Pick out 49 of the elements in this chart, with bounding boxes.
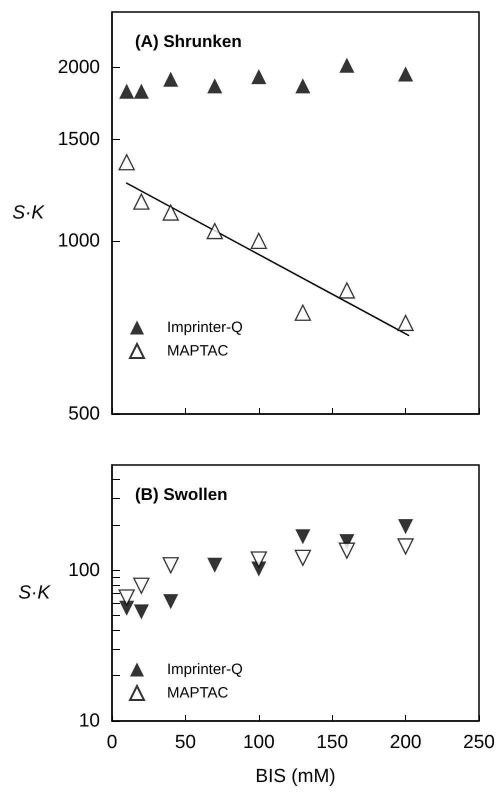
point	[250, 232, 267, 250]
legend-label: Imprinter-Q	[167, 319, 243, 336]
point	[163, 72, 178, 87]
point	[118, 589, 135, 606]
point	[338, 542, 356, 559]
y-tick-label: 1000	[58, 230, 100, 252]
point	[251, 69, 266, 84]
y-tick-label: 2000	[58, 57, 100, 78]
legend-label: Imprinter-Q	[167, 661, 243, 678]
point	[398, 519, 414, 534]
x-tick-label: 100	[242, 732, 275, 753]
y-axis-title: S·K	[18, 582, 52, 604]
x-tick-label: 200	[390, 732, 422, 753]
x-tick-label: 150	[316, 732, 348, 753]
point	[250, 551, 267, 568]
y-tick-label: 1500	[58, 129, 100, 150]
text: (A) Shrunken	[135, 32, 242, 51]
point	[119, 84, 134, 99]
point	[134, 84, 149, 99]
y-tick-label: 500	[68, 404, 100, 424]
point	[295, 529, 310, 544]
point	[207, 78, 222, 94]
point	[339, 58, 354, 73]
point	[397, 314, 414, 332]
x-tick-label: 0	[106, 732, 118, 753]
text: (B) Swollen	[135, 485, 228, 504]
point	[133, 194, 150, 210]
point	[163, 594, 178, 610]
point	[398, 66, 414, 82]
x-axis-title: BIS (mM)	[255, 766, 336, 787]
legend-label: MAPTAC	[167, 684, 229, 702]
point	[118, 154, 135, 170]
point	[207, 558, 222, 573]
y-axis-title: S·K	[12, 202, 46, 224]
legend-label: MAPTAC	[167, 342, 229, 360]
point	[162, 557, 179, 574]
point	[295, 78, 310, 94]
point	[133, 578, 150, 594]
point	[338, 282, 356, 299]
x-tick-label: 250	[463, 732, 495, 753]
point	[134, 604, 149, 620]
x-tick-label: 50	[174, 732, 196, 753]
point	[206, 222, 223, 240]
y-tick-label: 100	[68, 560, 100, 581]
y-tick-label: 10	[78, 710, 100, 732]
point	[294, 304, 311, 321]
point	[397, 538, 414, 555]
point	[294, 550, 311, 566]
point	[162, 204, 179, 221]
